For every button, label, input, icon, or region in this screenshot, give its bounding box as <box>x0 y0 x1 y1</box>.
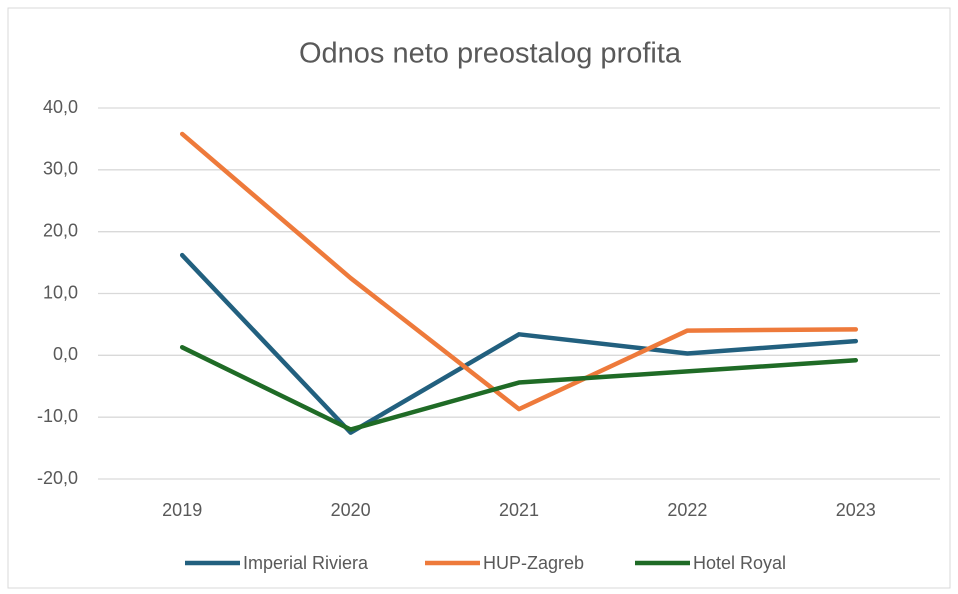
chart-title: Odnos neto preostalog profita <box>299 38 682 70</box>
x-tick-label: 2020 <box>331 500 371 520</box>
y-tick-label: 20,0 <box>43 220 78 240</box>
chart-border <box>7 7 951 589</box>
y-tick-label: 30,0 <box>43 159 78 179</box>
legend-label: Hotel Royal <box>693 553 786 573</box>
x-tick-label: 2022 <box>667 500 707 520</box>
y-tick-label: -20,0 <box>37 468 78 488</box>
y-tick-label: 40,0 <box>43 97 78 117</box>
legend-label: Imperial Riviera <box>243 553 369 573</box>
series-line <box>179 252 859 435</box>
x-tick-label: 2019 <box>162 500 202 520</box>
y-tick-label: -10,0 <box>37 406 78 426</box>
x-tick-label: 2023 <box>836 500 876 520</box>
legend-label: HUP-Zagreb <box>483 553 584 573</box>
series-line <box>179 345 859 432</box>
y-tick-label: 0,0 <box>53 344 78 364</box>
y-tick-label: 10,0 <box>43 282 78 302</box>
x-tick-label: 2021 <box>499 500 539 520</box>
series-line <box>179 131 859 412</box>
